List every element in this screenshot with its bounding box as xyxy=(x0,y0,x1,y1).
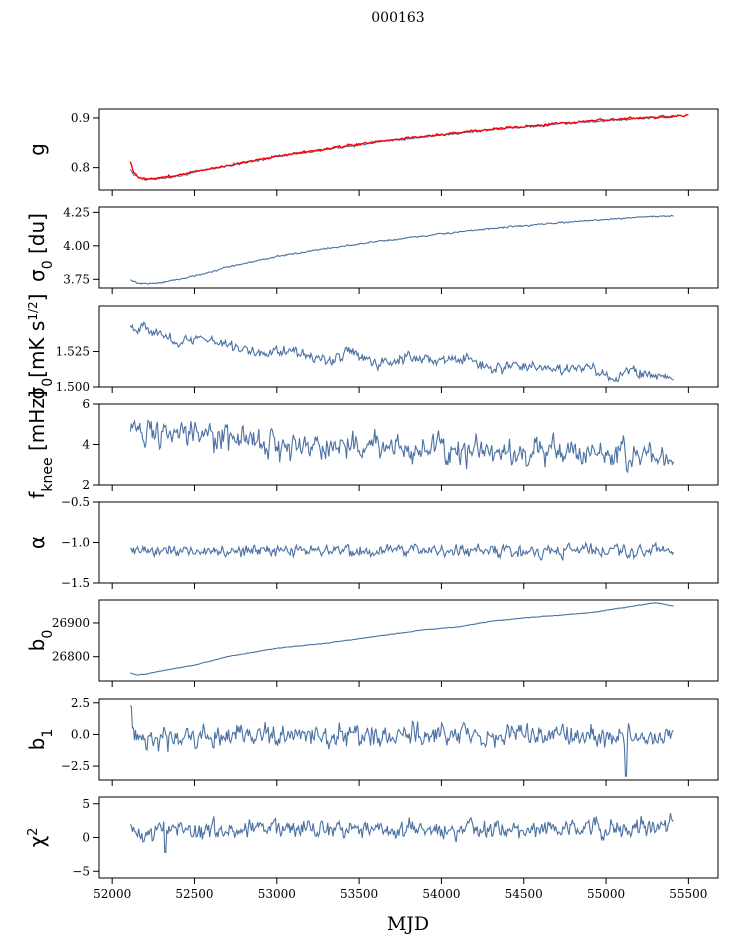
panels-container: 0.8 0.9 g 3.75 4.00 4.25 σ0 [du] 1.500 1.525σ0[m… xyxy=(25,108,719,901)
panel-alpha: −1.5 −1.0 −0.5 α xyxy=(25,495,719,590)
y-tick-label-sigma0_white: 1.500 xyxy=(56,380,90,394)
x-axis-label: MJD xyxy=(387,913,429,935)
x-tick-label: 53500 xyxy=(340,887,378,901)
y-tick-label-b0: 26900 xyxy=(52,616,90,630)
y-axis-label-g: g xyxy=(25,143,49,156)
y-axis-label-sigma0: σ0 [du] xyxy=(25,213,56,282)
y-axis-label-fknee: fknee [mHz] xyxy=(25,390,56,498)
y-tick-label-alpha: −1.0 xyxy=(61,536,90,550)
series-line-g xyxy=(129,115,676,181)
axes-frame-b0 xyxy=(98,599,719,682)
x-tick-label: 54500 xyxy=(505,887,543,901)
y-tick-label-fknee: 4 xyxy=(82,438,90,452)
y-tick-label-fknee: 2 xyxy=(82,478,90,492)
axes-frame-fknee xyxy=(98,403,719,486)
x-tick-label: 54000 xyxy=(422,887,460,901)
panel-fknee: 2 4 6 fknee [mHz] xyxy=(25,390,719,499)
series-line-b0 xyxy=(130,602,674,676)
axes-frame-chi2 xyxy=(98,796,719,879)
x-tick-label: 52500 xyxy=(175,887,213,901)
y-tick-label-b1: −2.5 xyxy=(61,759,90,773)
x-tick-label: 53000 xyxy=(258,887,296,901)
y-tick-label-b1: 0.0 xyxy=(71,727,90,741)
series-line-sigma0-white xyxy=(129,320,674,383)
y-tick-label-alpha: −0.5 xyxy=(61,495,90,509)
axes-frame-sigma0 xyxy=(98,206,719,289)
panel-g: 0.8 0.9 g xyxy=(25,108,719,196)
y-tick-label-chi2: −5 xyxy=(72,864,90,878)
x-tick-label: 55000 xyxy=(587,887,625,901)
series-line-fknee xyxy=(129,419,675,473)
y-tick-label-sigma0: 3.75 xyxy=(63,272,90,286)
panel-sigma0: 3.75 4.00 4.25 σ0 [du] xyxy=(25,205,719,294)
x-tick-label: 52000 xyxy=(93,887,131,901)
panel-b1: −2.5 0.0 2.5 b1 xyxy=(25,696,719,786)
y-axis-label-sigma0_white: σ0[mK s1/2] xyxy=(25,294,56,400)
y-tick-label-fknee: 6 xyxy=(82,397,90,411)
y-tick-label-g: 0.8 xyxy=(71,161,90,175)
y-tick-label-sigma0: 4.00 xyxy=(63,239,90,253)
y-axis-label-b1: b1 xyxy=(25,729,56,751)
y-axis-label-alpha: α xyxy=(25,536,49,549)
series-line-alpha xyxy=(129,541,675,561)
series-line-g-model xyxy=(129,113,689,181)
y-tick-label-b1: 2.5 xyxy=(71,696,90,710)
axes-frame-sigma0_white xyxy=(98,305,719,388)
figure-title: 000163 xyxy=(371,10,424,26)
panel-chi2: −5 0 5 52000 52500 53000 53500 54000 54500 55000 5… xyxy=(25,796,719,901)
x-tick-label: 55500 xyxy=(669,887,707,901)
y-tick-label-g: 0.9 xyxy=(71,111,90,125)
y-tick-label-sigma0_white: 1.525 xyxy=(56,344,90,358)
y-tick-label-b0: 26800 xyxy=(52,650,90,664)
axes-frame-g xyxy=(98,108,719,191)
y-tick-label-chi2: 5 xyxy=(82,797,90,811)
y-axis-label-chi2: χ2 xyxy=(25,828,49,848)
series-line-sigma0 xyxy=(130,214,674,285)
y-tick-label-chi2: 0 xyxy=(82,831,90,845)
series-line-chi2 xyxy=(129,812,674,853)
series-line-b1 xyxy=(129,705,674,777)
axes-frame-alpha xyxy=(98,501,719,584)
y-axis-label-b0: b0 xyxy=(25,630,56,652)
axes-frame-b1 xyxy=(98,698,719,781)
y-tick-label-alpha: −1.5 xyxy=(61,576,90,590)
y-tick-label-sigma0: 4.25 xyxy=(63,205,90,219)
